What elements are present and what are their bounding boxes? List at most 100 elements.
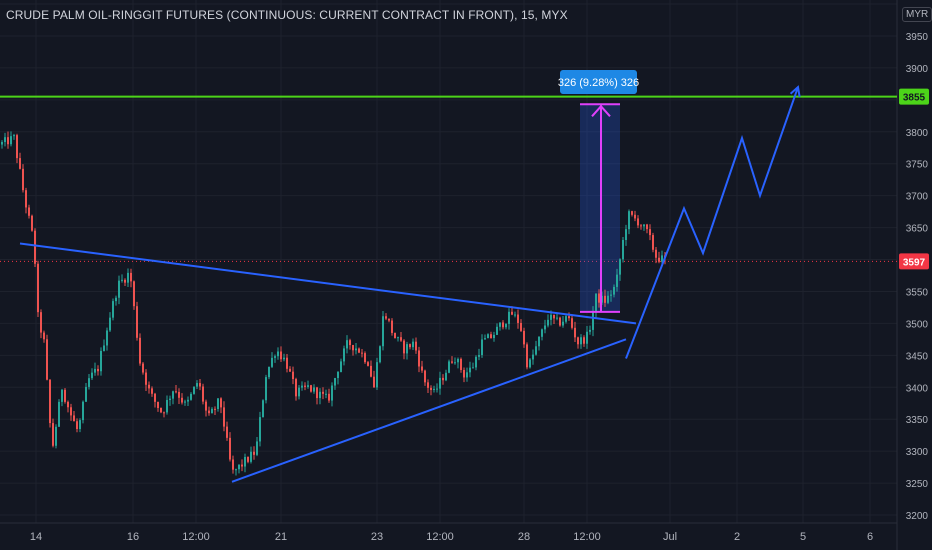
candle-body bbox=[148, 384, 150, 389]
candle-body bbox=[421, 366, 423, 371]
candle-body bbox=[409, 344, 411, 348]
candle-body bbox=[181, 397, 183, 403]
candle-body bbox=[646, 224, 648, 230]
candle-body bbox=[631, 211, 633, 215]
candle-body bbox=[574, 327, 576, 338]
candle-body bbox=[268, 366, 270, 378]
candle-body bbox=[619, 259, 621, 275]
candle-body bbox=[541, 329, 543, 337]
candle-body bbox=[538, 336, 540, 347]
projection-path[interactable] bbox=[625, 86, 799, 359]
candle-body bbox=[160, 407, 162, 413]
candle-body bbox=[466, 372, 468, 378]
candle-body bbox=[205, 401, 207, 411]
candle-body bbox=[52, 423, 54, 446]
resistance-price-tag-text: 3855 bbox=[903, 93, 926, 104]
candle-body bbox=[637, 218, 639, 226]
candle-body bbox=[577, 337, 579, 345]
current-price-tag-text: 3597 bbox=[903, 257, 926, 268]
candle-body bbox=[16, 135, 18, 159]
candle-body bbox=[31, 215, 33, 231]
candle-body bbox=[163, 412, 165, 414]
candle-body bbox=[172, 391, 174, 399]
candle-body bbox=[94, 368, 96, 373]
candle-body bbox=[241, 464, 243, 467]
candle-body bbox=[178, 391, 180, 398]
candle-body bbox=[481, 339, 483, 355]
candle-body bbox=[253, 451, 255, 455]
candle-body bbox=[262, 400, 264, 418]
resistance-price-tag: 3855 bbox=[899, 88, 929, 105]
measure-label-text: 326 (9.28%) 326 bbox=[558, 77, 639, 89]
candle-body bbox=[493, 334, 495, 339]
candle-body bbox=[214, 408, 216, 410]
candle-body bbox=[547, 319, 549, 326]
candle-body bbox=[103, 345, 105, 351]
candle-body bbox=[271, 357, 273, 367]
candle-body bbox=[67, 401, 69, 408]
candle-body bbox=[187, 399, 189, 402]
candle-body bbox=[406, 344, 408, 354]
candle-body bbox=[154, 393, 156, 402]
candle-body bbox=[649, 229, 651, 236]
candle-body bbox=[355, 348, 357, 351]
candle-body bbox=[136, 306, 138, 338]
candle-body bbox=[598, 293, 600, 303]
candle-body bbox=[376, 362, 378, 388]
candle-body bbox=[280, 351, 282, 360]
candle-body bbox=[472, 367, 474, 369]
candle-body bbox=[454, 362, 456, 364]
candle-body bbox=[382, 316, 384, 347]
candle-body bbox=[4, 137, 6, 143]
y-tick-label: 3800 bbox=[906, 128, 929, 139]
candle-body bbox=[436, 388, 438, 390]
candle-body bbox=[367, 362, 369, 366]
candle-body bbox=[610, 294, 612, 296]
candle-body bbox=[496, 326, 498, 335]
candle-body bbox=[127, 272, 129, 283]
candle-body bbox=[232, 459, 234, 470]
trendline-descending[interactable] bbox=[19, 242, 637, 325]
projection-arrowhead bbox=[789, 85, 801, 98]
candle-body bbox=[595, 293, 597, 313]
candle-body bbox=[487, 334, 489, 339]
x-tick-label: 2 bbox=[734, 531, 740, 543]
candle-body bbox=[529, 359, 531, 368]
candle-body bbox=[535, 346, 537, 355]
candle-body bbox=[202, 386, 204, 402]
candle-body bbox=[370, 365, 372, 377]
currency-badge[interactable]: MYR bbox=[902, 7, 932, 22]
candle-body bbox=[82, 401, 84, 421]
y-tick-label: 3400 bbox=[906, 383, 929, 394]
y-tick-label: 3650 bbox=[906, 224, 929, 235]
y-tick-label: 3300 bbox=[906, 447, 929, 458]
trendline-ascending[interactable] bbox=[231, 338, 627, 483]
candle-body bbox=[76, 421, 78, 430]
candle-body bbox=[499, 322, 501, 327]
x-tick-label: Jul bbox=[663, 531, 677, 543]
candle-body bbox=[274, 356, 276, 358]
candle-body bbox=[34, 230, 36, 264]
candle-body bbox=[226, 426, 228, 438]
candle-body bbox=[634, 214, 636, 219]
candle-body bbox=[403, 340, 405, 354]
candle-body bbox=[307, 385, 309, 387]
candle-body bbox=[175, 391, 177, 393]
candle-body bbox=[430, 387, 432, 390]
candle-body bbox=[49, 379, 51, 424]
candle-body bbox=[514, 314, 516, 316]
x-tick-label: 5 bbox=[800, 531, 806, 543]
candle-body bbox=[196, 383, 198, 387]
y-tick-label: 3700 bbox=[906, 192, 929, 203]
candle-body bbox=[295, 379, 297, 397]
candle-body bbox=[427, 382, 429, 388]
candle-body bbox=[13, 135, 15, 137]
candle-body bbox=[244, 457, 246, 467]
candle-body bbox=[259, 417, 261, 442]
candle-body bbox=[505, 323, 507, 328]
candle-body bbox=[643, 224, 645, 227]
candle-body bbox=[565, 316, 567, 322]
y-tick-label: 3950 bbox=[906, 32, 929, 43]
